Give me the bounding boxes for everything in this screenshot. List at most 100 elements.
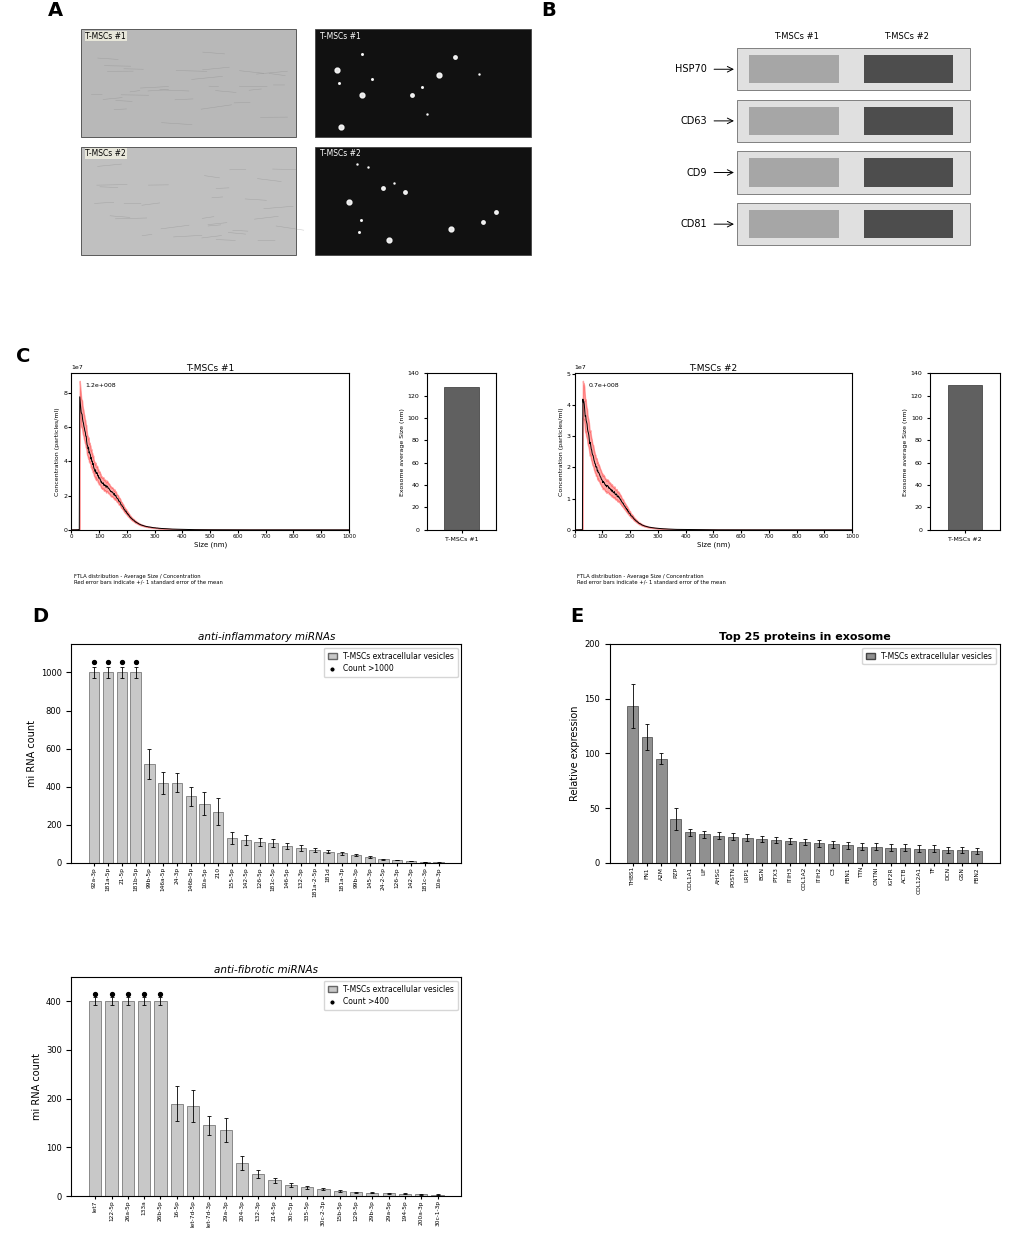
Bar <box>741 837 752 863</box>
Bar <box>736 152 969 194</box>
Bar <box>185 797 196 863</box>
Y-axis label: Relative expression: Relative expression <box>570 705 580 801</box>
Bar <box>749 210 838 238</box>
Text: E: E <box>570 608 583 626</box>
Bar <box>913 848 923 863</box>
Bar <box>284 1185 297 1196</box>
Bar <box>749 158 838 186</box>
Title: T-MSCs #1: T-MSCs #1 <box>185 364 234 372</box>
Bar <box>364 857 374 863</box>
Bar <box>391 861 401 863</box>
Bar <box>323 852 333 863</box>
Bar <box>199 804 209 863</box>
Bar <box>235 1163 248 1196</box>
Bar <box>281 846 291 863</box>
Bar <box>627 707 638 863</box>
Bar <box>842 846 852 863</box>
Bar <box>105 1001 117 1196</box>
Bar <box>103 672 113 863</box>
Bar <box>315 30 530 137</box>
Bar <box>856 847 866 863</box>
Bar <box>415 1194 427 1196</box>
Text: D: D <box>33 608 49 626</box>
Bar <box>268 1180 280 1196</box>
Bar <box>813 843 823 863</box>
Bar <box>712 836 723 863</box>
Bar <box>382 1194 394 1196</box>
Bar <box>863 158 952 186</box>
Bar <box>799 842 809 863</box>
Bar <box>884 847 895 863</box>
Bar <box>158 783 168 863</box>
Bar <box>81 147 296 255</box>
Bar <box>398 1194 411 1196</box>
Y-axis label: Concentration (particles/ml): Concentration (particles/ml) <box>558 407 564 496</box>
Bar <box>121 1001 133 1196</box>
Bar <box>736 203 969 245</box>
Text: T-MSCs #1: T-MSCs #1 <box>86 32 126 41</box>
Text: T-MSCs #1: T-MSCs #1 <box>773 32 817 41</box>
Text: C: C <box>15 346 30 365</box>
Title: anti-fibrotic miRNAs: anti-fibrotic miRNAs <box>214 964 318 975</box>
Bar <box>268 843 278 863</box>
Bar <box>669 819 681 863</box>
Bar <box>144 764 154 863</box>
Bar <box>827 845 838 863</box>
Bar <box>89 672 100 863</box>
Bar <box>378 859 388 863</box>
Bar <box>296 848 306 863</box>
Bar <box>641 737 652 863</box>
Bar <box>444 387 479 530</box>
Bar <box>947 385 981 530</box>
Bar <box>899 847 909 863</box>
Bar <box>736 100 969 142</box>
Y-axis label: Exosome average Size (nm): Exosome average Size (nm) <box>902 408 907 496</box>
Bar <box>736 48 969 90</box>
Text: B: B <box>541 1 556 20</box>
Bar <box>226 838 236 863</box>
Bar <box>301 1187 313 1196</box>
Bar <box>186 1106 199 1196</box>
Bar <box>749 55 838 84</box>
Bar <box>252 1174 264 1196</box>
Bar <box>684 832 695 863</box>
Legend: T-MSCs extracellular vesicles: T-MSCs extracellular vesicles <box>861 647 995 665</box>
X-axis label: Size (nm): Size (nm) <box>696 541 730 549</box>
Bar <box>333 1191 345 1196</box>
Bar <box>89 1001 101 1196</box>
Bar <box>213 811 223 863</box>
Text: FTLA distribution - Average Size / Concentration
Red error bars indicate +/- 1 s: FTLA distribution - Average Size / Conce… <box>74 573 223 584</box>
Bar <box>116 672 127 863</box>
Text: 0.7e+008: 0.7e+008 <box>588 382 619 387</box>
Bar <box>863 210 952 238</box>
Y-axis label: mi RNA count: mi RNA count <box>32 1053 42 1120</box>
Bar <box>170 1104 182 1196</box>
Bar <box>431 1195 443 1196</box>
Title: anti-inflammatory miRNAs: anti-inflammatory miRNAs <box>198 631 335 641</box>
Bar <box>863 55 952 84</box>
Bar <box>171 783 181 863</box>
Bar <box>927 848 937 863</box>
X-axis label: Size (nm): Size (nm) <box>194 541 226 549</box>
Text: 1.2e+008: 1.2e+008 <box>86 382 116 387</box>
Bar <box>317 1189 329 1196</box>
Text: CD9: CD9 <box>686 168 706 178</box>
Y-axis label: Concentration (particles/ml): Concentration (particles/ml) <box>55 407 60 496</box>
Text: HSP70: HSP70 <box>675 64 706 74</box>
Bar <box>81 30 296 137</box>
Bar <box>749 107 838 134</box>
Bar <box>970 851 981 863</box>
Bar <box>240 840 251 863</box>
Text: A: A <box>48 1 63 20</box>
Bar <box>956 850 967 863</box>
Bar <box>203 1126 215 1196</box>
Bar <box>870 847 880 863</box>
Title: T-MSCs #2: T-MSCs #2 <box>689 364 737 372</box>
Bar <box>351 856 361 863</box>
Bar <box>138 1001 150 1196</box>
Bar <box>219 1131 231 1196</box>
Bar <box>350 1192 362 1196</box>
Text: CD63: CD63 <box>680 116 706 126</box>
Legend: T-MSCs extracellular vesicles, Count >400: T-MSCs extracellular vesicles, Count >40… <box>323 980 458 1010</box>
Text: T-MSCs #1: T-MSCs #1 <box>319 32 360 41</box>
